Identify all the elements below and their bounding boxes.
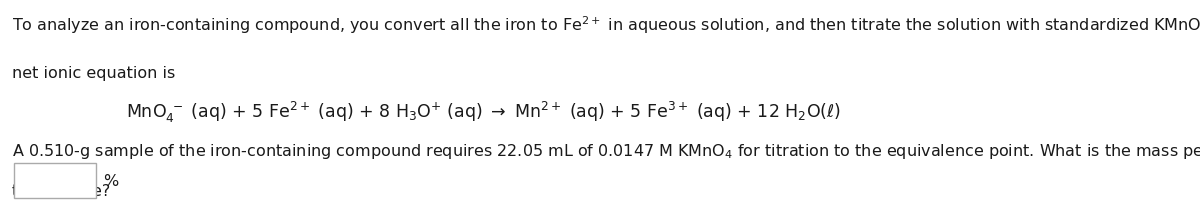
Text: A 0.510-g sample of the iron-containing compound requires 22.05 mL of 0.0147 M $: A 0.510-g sample of the iron-containing … xyxy=(12,142,1200,161)
Text: %: % xyxy=(103,173,119,188)
FancyBboxPatch shape xyxy=(14,163,96,198)
Text: net ionic equation is: net ionic equation is xyxy=(12,66,175,81)
Text: $\mathrm{MnO_4^{\ -}}$ (aq) + 5 $\mathrm{Fe^{2+}}$ (aq) + 8 $\mathrm{H_3O^{+}}$ : $\mathrm{MnO_4^{\ -}}$ (aq) + 5 $\mathrm… xyxy=(126,100,841,125)
Text: the sample?: the sample? xyxy=(12,184,110,199)
Text: To analyze an iron-containing compound, you convert all the iron to $\mathrm{Fe^: To analyze an iron-containing compound, … xyxy=(12,14,1200,36)
